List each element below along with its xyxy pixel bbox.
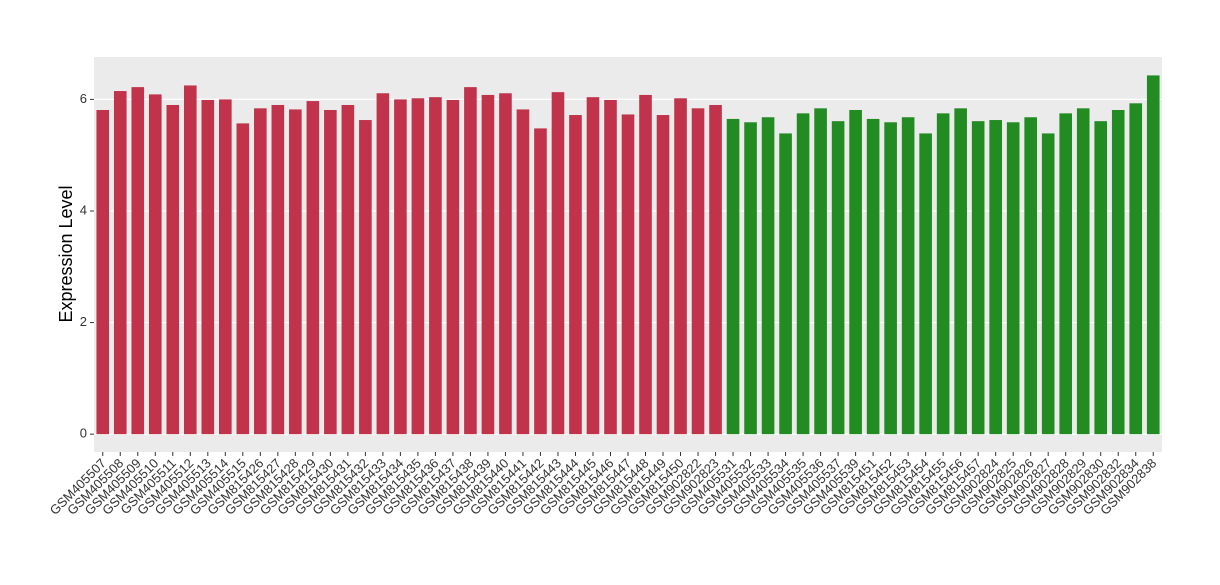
y-tick-label: 0 [80,426,87,441]
bar [744,122,757,435]
bar [429,97,442,435]
bar [586,97,600,435]
bar [219,99,232,435]
bar [481,94,495,435]
bar [691,108,705,435]
bar [849,110,862,435]
bar [306,101,320,435]
bar [866,118,880,435]
bar [1059,113,1073,435]
bar [551,92,565,435]
bar [726,118,740,435]
bar [376,93,390,435]
bar [516,109,530,435]
bar [359,120,372,435]
bar [113,91,127,435]
bar [254,108,267,435]
y-axis-label: Expression Level [56,185,76,322]
bar [464,87,477,435]
bar [989,120,1002,435]
bar [639,94,652,435]
bar [166,104,180,435]
bar [1146,75,1160,435]
bar [604,99,617,435]
bar [831,121,845,435]
bar [289,109,302,435]
bar [779,133,792,435]
bar [884,122,897,435]
bar [901,117,915,435]
bar [1111,110,1125,435]
bar [1041,133,1055,435]
y-tick-label: 6 [80,91,87,106]
bar [341,104,355,435]
bar [709,104,722,435]
bar [271,104,285,435]
bar [183,85,197,435]
bar [201,99,215,435]
bar [394,99,407,435]
bar [148,94,162,435]
bar [674,98,687,435]
bar [761,117,775,435]
bar [534,128,547,435]
bar [324,110,337,435]
bar [1006,122,1020,435]
bar [1076,108,1090,435]
bar [954,108,967,435]
bar [1024,117,1037,435]
bar [411,98,425,435]
bar [796,113,810,435]
bar [131,87,145,435]
bar [971,121,985,435]
bar [919,133,932,435]
bar [1129,103,1143,435]
bar [936,113,950,435]
y-tick-label: 2 [80,314,87,329]
bar [499,93,512,435]
bar [569,115,582,435]
bar [656,115,670,435]
bar [446,99,460,435]
bar [236,123,250,435]
bar [96,110,110,435]
bar [621,114,635,435]
y-tick-label: 4 [80,202,87,217]
bar [814,108,827,435]
bar [1094,121,1108,435]
